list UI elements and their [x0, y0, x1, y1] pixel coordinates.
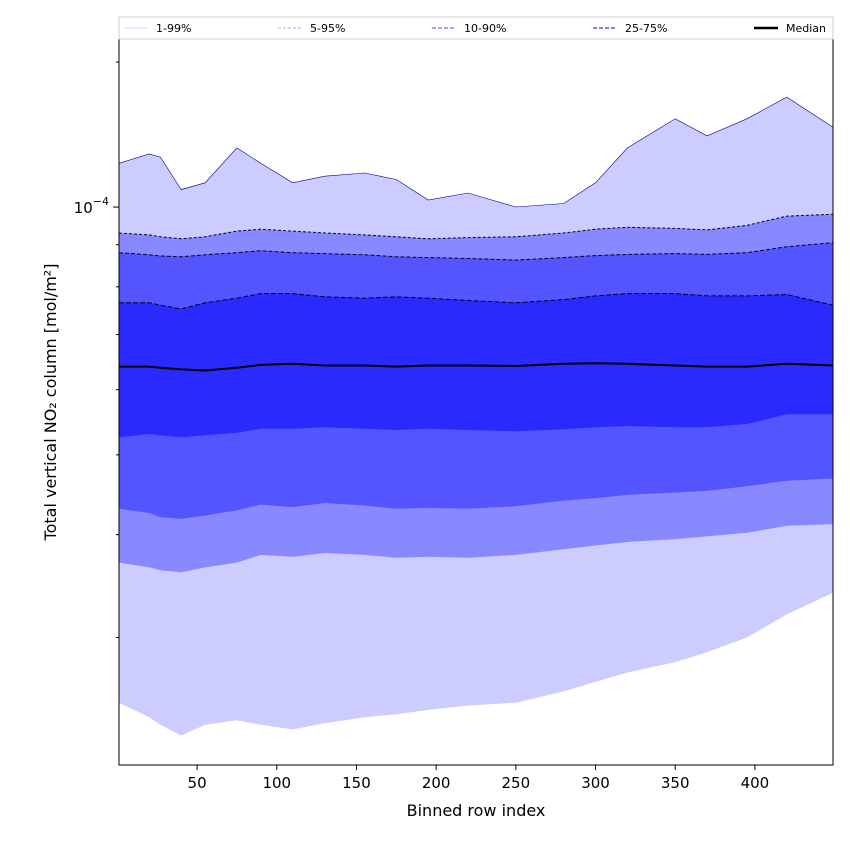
x-axis: 50 100 150 200 250 300 350 400 [188, 765, 770, 792]
plot-area [118, 96, 834, 736]
x-tick-label: 300 [581, 774, 610, 792]
band-upper-line-25-75pct [119, 293, 834, 310]
legend-label-2: 5-95% [310, 22, 345, 35]
legend-box [118, 16, 834, 40]
x-axis-label: Binned row index [407, 801, 546, 820]
x-tick-label: 100 [262, 774, 291, 792]
y-axis: 10−4 [74, 61, 119, 638]
band-upper-line-1-99pct [118, 96, 834, 208]
legend-label-5: Median [786, 22, 826, 35]
x-tick-label: 400 [741, 774, 770, 792]
x-tick-label: 250 [502, 774, 531, 792]
x-tick-label: 150 [342, 774, 371, 792]
legend-items: 1-99% 5-95% 10-90% 25-75% Median [124, 22, 826, 35]
x-tick-label: 200 [422, 774, 451, 792]
legend-label-4: 25-75% [625, 22, 667, 35]
x-tick-label: 350 [661, 774, 690, 792]
median-line [119, 362, 834, 372]
legend: 1-99% 5-95% 10-90% 25-75% Median [118, 16, 834, 40]
x-tick-label: 50 [188, 774, 207, 792]
y-tick-label: 10−4 [74, 195, 109, 217]
legend-label-1: 1-99% [156, 22, 191, 35]
legend-label-3: 10-90% [464, 22, 506, 35]
y-axis-label: Total vertical NO₂ column [mol/m²] [41, 264, 60, 542]
band-upper-line-10-90pct [118, 242, 834, 261]
